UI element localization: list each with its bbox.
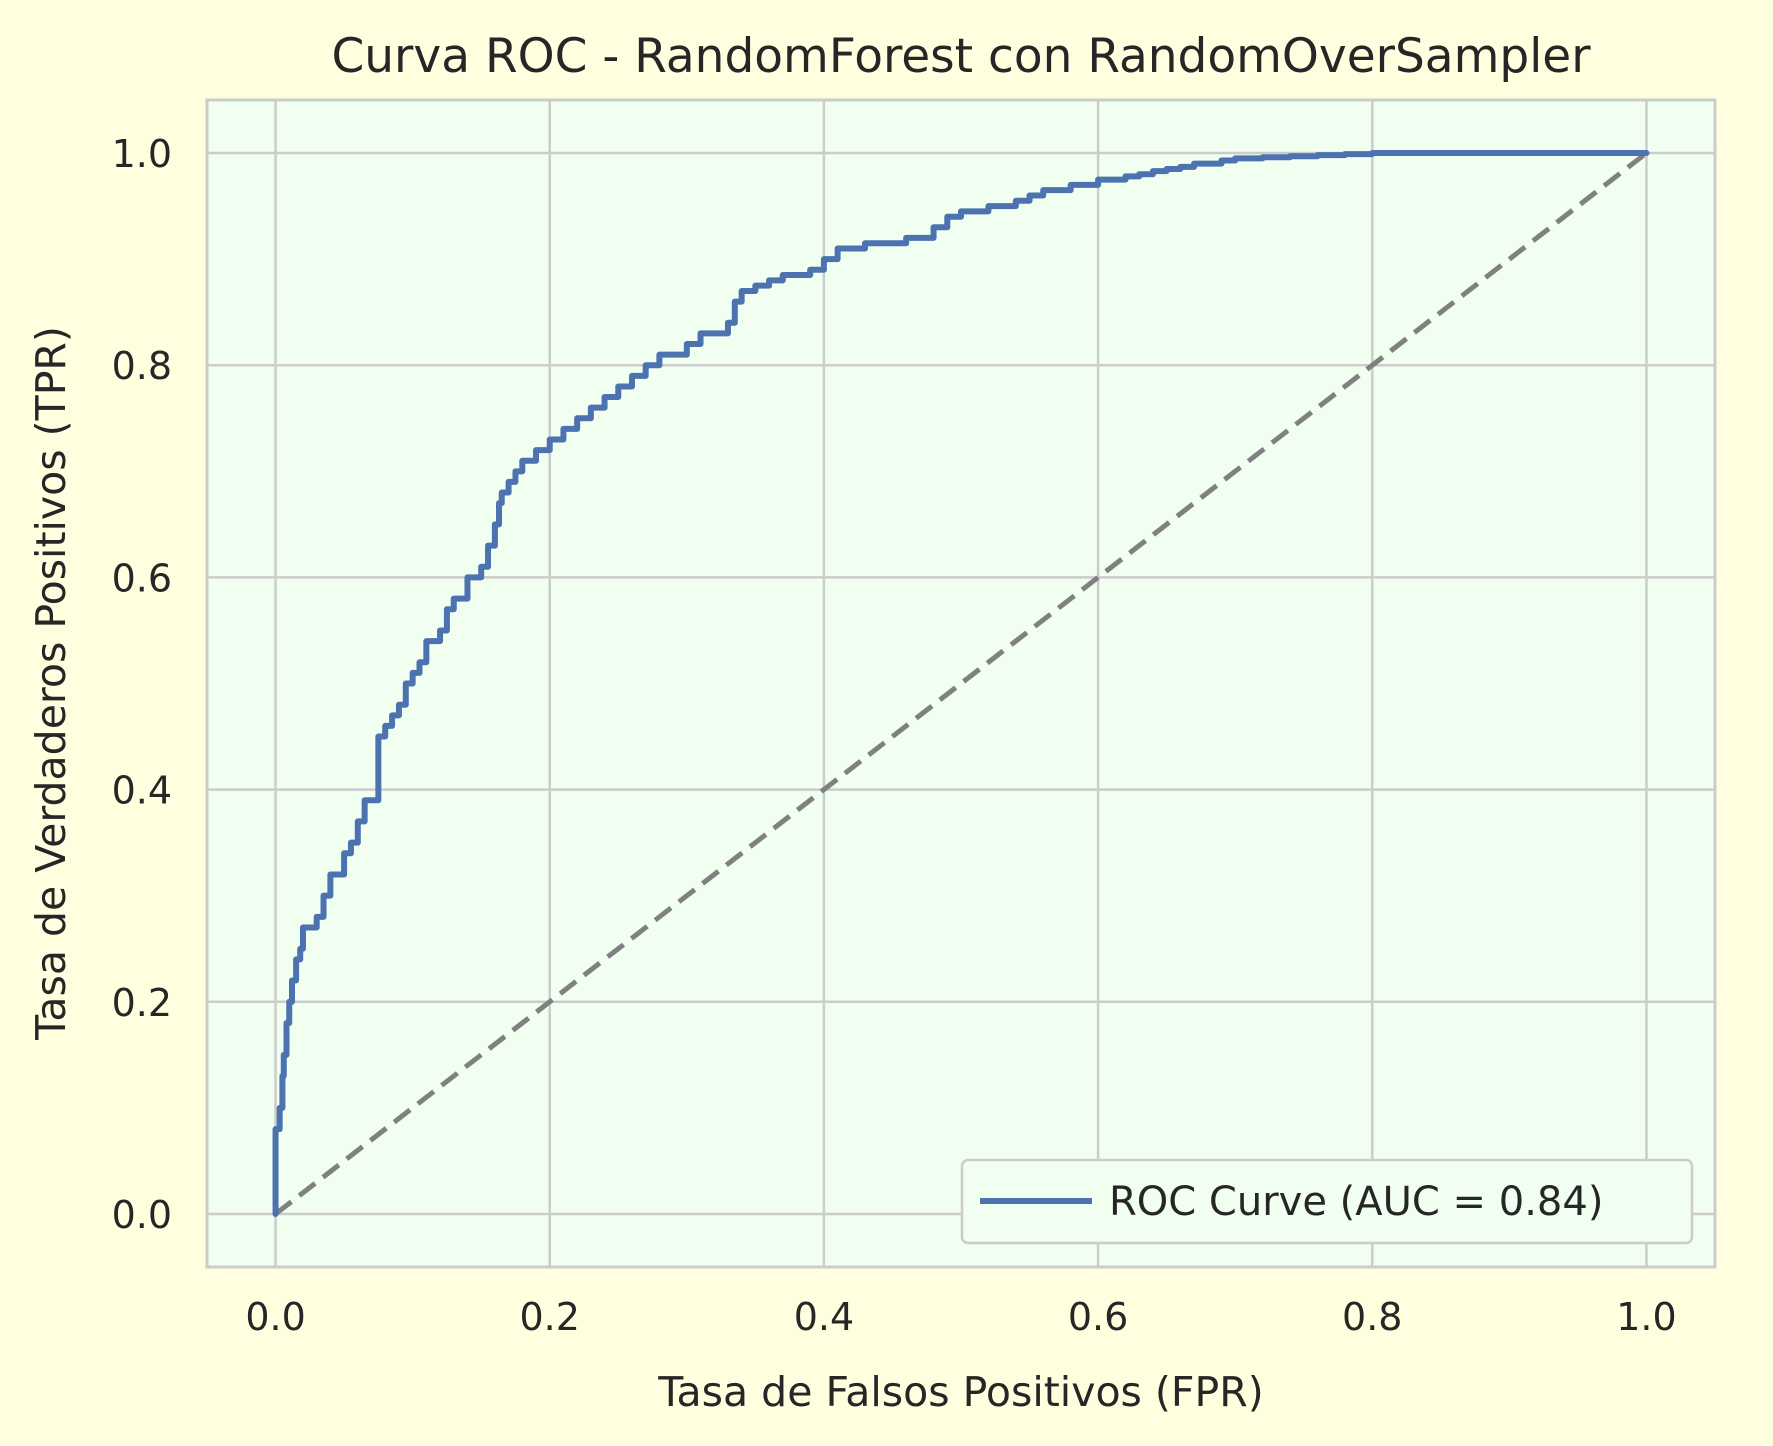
axes-frame bbox=[205, 98, 1717, 1269]
y-tick-label-3: 0.6 bbox=[112, 556, 172, 600]
x-tick-label-3: 0.6 bbox=[1068, 1295, 1128, 1339]
x-tick-label-2: 0.4 bbox=[794, 1295, 854, 1339]
y-axis-label: Tasa de Verdaderos Positivos (TPR) bbox=[27, 326, 75, 1041]
tick-labels: 0.0 0.2 0.4 0.6 0.8 1.0 0.0 0.2 0.4 0.6 0.8 1.0 bbox=[112, 132, 1677, 1339]
chart-title: Curva ROC - RandomForest con RandomOverS… bbox=[331, 29, 1591, 84]
y-tick-label-4: 0.8 bbox=[112, 344, 172, 388]
x-tick-label-0: 0.0 bbox=[245, 1295, 305, 1339]
legend-box bbox=[960, 1158, 1694, 1245]
y-tick-label-2: 0.4 bbox=[112, 769, 172, 813]
x-tick-label-5: 1.0 bbox=[1616, 1295, 1676, 1339]
series-layer bbox=[272, 150, 1650, 1217]
y-tick-label-5: 1.0 bbox=[112, 132, 172, 176]
roc-curve-line bbox=[272, 150, 1650, 1217]
x-tick-label-4: 0.8 bbox=[1342, 1295, 1402, 1339]
x-tick-label-1: 0.2 bbox=[520, 1295, 580, 1339]
legend: ROC Curve (AUC = 0.84) bbox=[960, 1158, 1694, 1245]
y-tick-label-1: 0.2 bbox=[112, 981, 172, 1025]
legend-label-roc: ROC Curve (AUC = 0.84) bbox=[1109, 1179, 1603, 1225]
diagonal-reference-line bbox=[274, 151, 1648, 1216]
x-axis-label: Tasa de Falsos Positivos (FPR) bbox=[657, 1368, 1263, 1416]
grid-lines bbox=[207, 100, 1715, 1267]
y-tick-label-0: 0.0 bbox=[112, 1193, 172, 1237]
